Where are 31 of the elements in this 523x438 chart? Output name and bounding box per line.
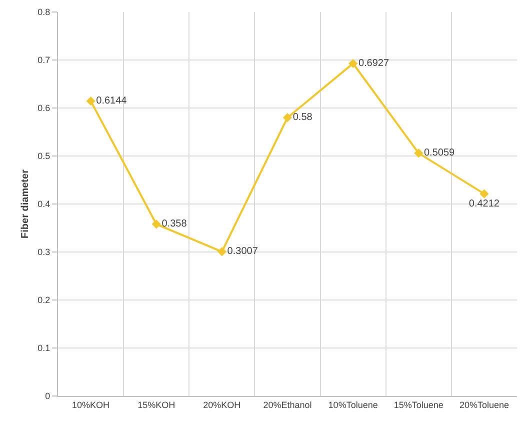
y-tick-label: 0.5: [38, 151, 50, 162]
y-tick-label: 0.8: [38, 7, 50, 18]
x-tick-label: 20%Toluene: [459, 400, 509, 410]
x-tick-label: 15%KOH: [138, 400, 176, 410]
y-tick-label: 0.7: [38, 55, 50, 66]
y-tick-label: 0.3: [38, 247, 50, 258]
data-label: 0.5059: [424, 148, 456, 159]
data-label: 0.358: [162, 218, 188, 230]
y-tick-label: 0: [45, 391, 50, 402]
x-tick-label: 15%Toluene: [394, 400, 444, 410]
point: [86, 96, 96, 106]
x-tick-label: 20%KOH: [203, 400, 241, 410]
data-label: 0.3007: [227, 246, 258, 258]
point: [348, 58, 358, 68]
y-axis-title: Fiber diameter: [20, 169, 31, 238]
point: [282, 113, 292, 122]
point: [480, 189, 489, 198]
x-tick-label: 10%Toluene: [328, 400, 378, 410]
point: [152, 220, 161, 229]
y-tick-label: 0.4: [38, 199, 50, 210]
point: [414, 148, 424, 158]
y-tick-label: 0.1: [38, 343, 50, 354]
x-tick-label: 20%Ethanol: [263, 400, 312, 410]
point: [217, 247, 226, 256]
data-label: 0.6144: [96, 96, 128, 107]
y-tick-label: 0.2: [38, 295, 50, 306]
data-label: 0.58: [292, 112, 313, 124]
data-label: 0.4212: [468, 198, 500, 210]
x-tick-label: 10%KOH: [72, 400, 110, 410]
data-label: 0.6927: [358, 58, 390, 69]
y-tick-label: 0.6: [38, 103, 50, 114]
